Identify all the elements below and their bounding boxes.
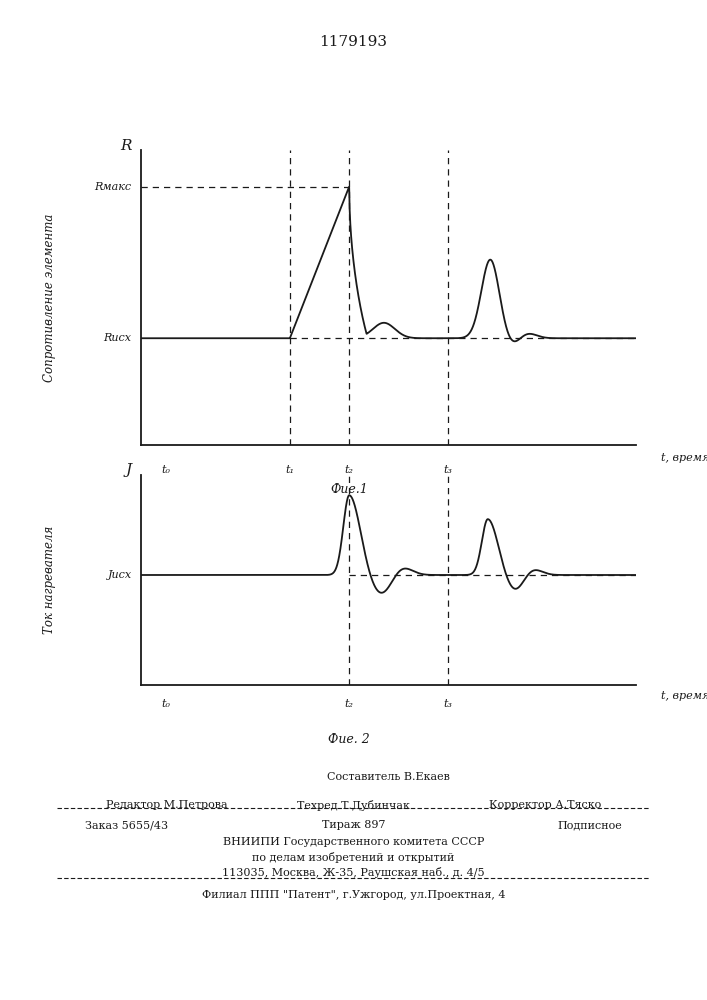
Text: Фие.1: Фие.1 — [330, 483, 368, 496]
Text: Ток нагревателя: Ток нагревателя — [43, 526, 56, 634]
Text: R: R — [120, 139, 132, 153]
Text: Jисх: Jисх — [107, 570, 132, 580]
Text: Техред Т.Дубинчак: Техред Т.Дубинчак — [297, 800, 410, 811]
Text: t₀: t₀ — [162, 465, 170, 475]
Text: Составитель В.Екаев: Составитель В.Екаев — [327, 772, 450, 782]
Text: Rисх: Rисх — [103, 333, 132, 343]
Text: t₀: t₀ — [162, 699, 170, 709]
Text: t₃: t₃ — [444, 699, 452, 709]
Text: t, время: t, время — [661, 691, 707, 701]
Text: t₂: t₂ — [345, 465, 354, 475]
Text: Заказ 5655/43: Заказ 5655/43 — [85, 820, 168, 830]
Text: Корректор А.Тяско: Корректор А.Тяско — [489, 800, 601, 810]
Text: Редактор М.Петрова: Редактор М.Петрова — [106, 800, 228, 810]
Text: t₁: t₁ — [286, 465, 294, 475]
Text: по делам изобретений и открытий: по делам изобретений и открытий — [252, 852, 455, 863]
Text: Подписное: Подписное — [557, 820, 622, 830]
Text: t, время: t, время — [661, 453, 707, 463]
Text: Сопротивление элемента: Сопротивление элемента — [43, 213, 56, 382]
Text: J: J — [125, 463, 132, 477]
Text: Rмакс: Rмакс — [94, 182, 132, 192]
Text: Фие. 2: Фие. 2 — [328, 733, 370, 746]
Text: Тираж 897: Тираж 897 — [322, 820, 385, 830]
Text: 1179193: 1179193 — [320, 35, 387, 49]
Text: t₂: t₂ — [345, 699, 354, 709]
Text: t₃: t₃ — [444, 465, 452, 475]
Text: Филиал ППП "Патент", г.Ужгород, ул.Проектная, 4: Филиал ППП "Патент", г.Ужгород, ул.Проек… — [201, 890, 506, 900]
Text: 113035, Москва, Ж-35, Раушская наб., д. 4/5: 113035, Москва, Ж-35, Раушская наб., д. … — [222, 867, 485, 878]
Text: ВНИИПИ Государственного комитета СССР: ВНИИПИ Государственного комитета СССР — [223, 837, 484, 847]
